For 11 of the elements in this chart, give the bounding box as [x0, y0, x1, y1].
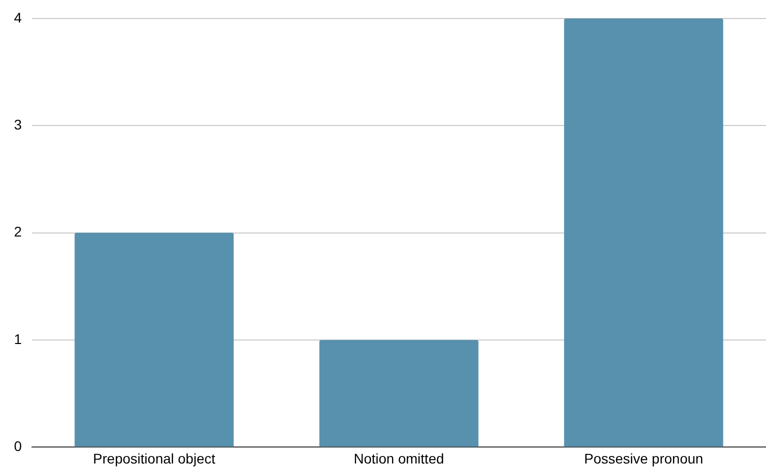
bar — [564, 18, 724, 447]
bar — [319, 340, 478, 447]
y-tick-label: 2 — [14, 224, 22, 240]
y-tick-label: 0 — [14, 438, 22, 454]
bar — [74, 232, 234, 447]
y-tick-label: 4 — [14, 9, 22, 26]
y-tick-label: 1 — [14, 330, 22, 347]
y-tick-label: 3 — [14, 116, 22, 132]
x-tick-label: Notion omitted — [354, 450, 444, 466]
x-tick-label: Prepositional object — [93, 450, 216, 466]
x-tick-label: Possesive pronoun — [584, 450, 704, 466]
